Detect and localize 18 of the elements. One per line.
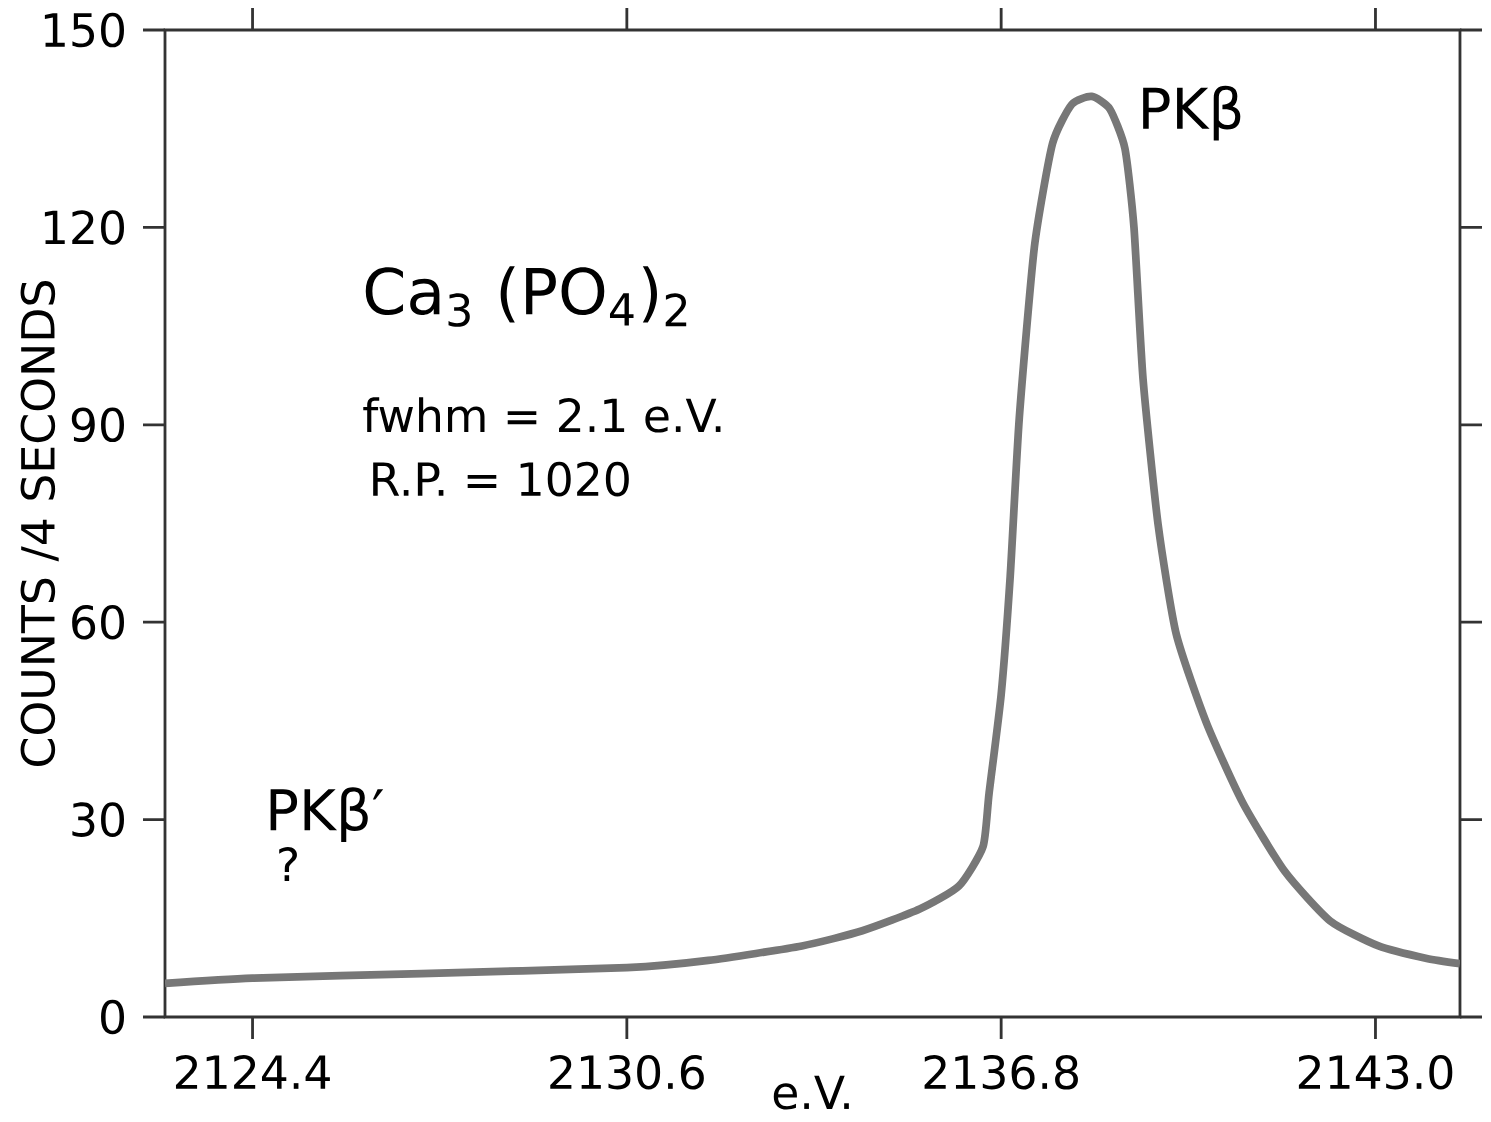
annotation: Ca$_{3}$ (PO$_{4}$)$_{2}$: [365, 266, 687, 327]
annotation: PKβ′: [270, 787, 384, 843]
annotation: R.P. = 1020: [373, 461, 629, 497]
y-tick-label: 150: [44, 12, 124, 48]
y-axis-title: COUNTS /4 SECONDS: [20, 281, 59, 766]
annotation: PKβ: [1143, 85, 1241, 141]
x-tick-label: 2143.0: [1298, 1054, 1453, 1090]
x-tick-label: 2136.8: [924, 1054, 1078, 1090]
y-tick-label: 30: [72, 802, 125, 837]
x-tick-label: 2124.4: [175, 1054, 330, 1089]
y-tick-label: 0: [101, 999, 125, 1035]
x-axis-title: e.V.: [773, 1075, 849, 1110]
x-tick-label: 2130.6: [550, 1054, 704, 1090]
annotation: ?: [279, 847, 297, 881]
y-tick-label: 90: [71, 407, 125, 443]
annotation: fwhm = 2.1 e.V.: [363, 397, 721, 433]
y-tick-label: 60: [72, 604, 125, 640]
y-tick-label: 120: [44, 210, 124, 245]
